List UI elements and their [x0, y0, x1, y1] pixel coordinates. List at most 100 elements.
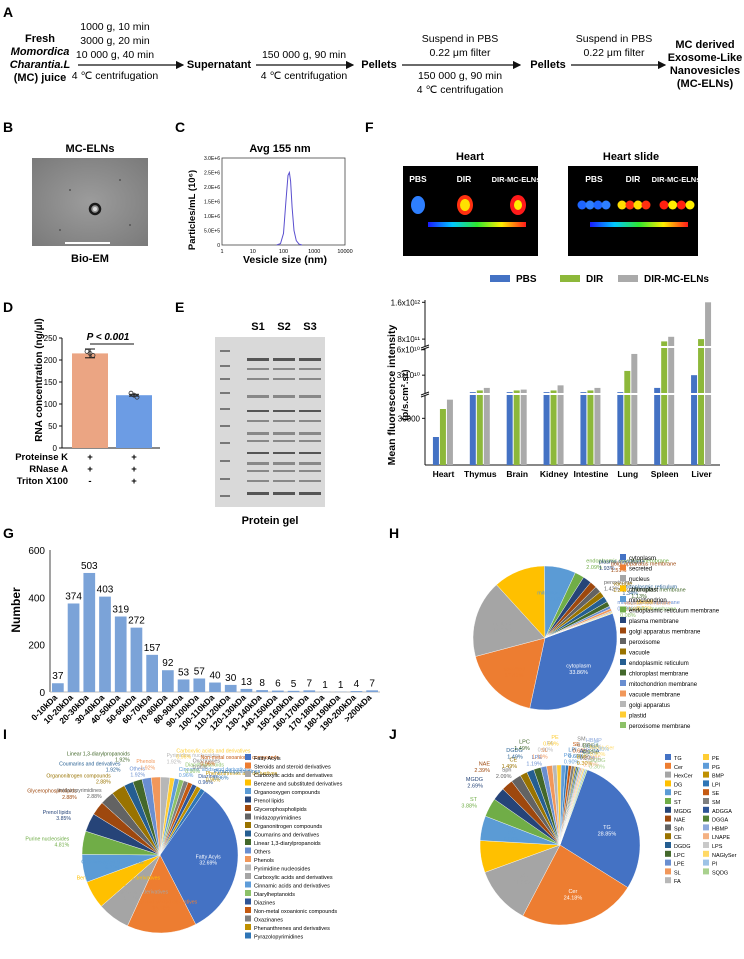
- gel-sample-band: [273, 452, 295, 454]
- f-heart-slide-title: Heart slide: [603, 151, 659, 163]
- f-x-tick: Heart: [433, 469, 455, 479]
- g-y-tick: 200: [28, 641, 45, 652]
- gel-sample-band: [273, 368, 295, 370]
- legend-swatch: [620, 669, 626, 676]
- legend-label: Carboxylic acids and derivatives: [254, 875, 333, 881]
- f-bar: [550, 390, 557, 393]
- legend-label: CE: [674, 835, 682, 841]
- pie-slice-label: MGDG 2.69%: [466, 777, 483, 790]
- f-bar: [705, 348, 712, 393]
- f-bar: [698, 339, 705, 346]
- legend-swatch: [665, 754, 671, 760]
- legend-swatch: [703, 780, 709, 787]
- legend-label: Organooxygen compounds: [254, 790, 320, 796]
- d-row-value: +: [87, 464, 93, 475]
- legend-label: PG: [712, 765, 720, 771]
- d-row-value: +: [131, 476, 137, 487]
- legend-label: Diarylheptanoids: [254, 892, 295, 898]
- pie-slice-label: PE 0.90%: [543, 735, 559, 748]
- f-heart-label: DIR-MC-ELNs: [492, 175, 541, 184]
- gel-sample-band: [247, 492, 269, 495]
- f-yunit: (p/s.cm².sr): [400, 369, 411, 420]
- a-source-line: Charantia.L: [10, 59, 71, 71]
- legend-swatch: [665, 824, 671, 831]
- legend-swatch: [703, 798, 709, 804]
- pie-slice-label: PI 0.30%: [594, 740, 610, 753]
- legend-label: Imidazopyrimidines: [254, 816, 301, 822]
- legend-swatch: [703, 806, 709, 813]
- panel-label-d: D: [3, 299, 13, 315]
- f-slide-spot: [593, 200, 603, 210]
- f-y-tick: 3x10¹⁰: [397, 371, 420, 380]
- g-bar: [193, 678, 206, 692]
- legend-label: Pyrimidine nucleosides: [254, 867, 310, 873]
- a-product-line: MC derived: [675, 39, 734, 51]
- g-bar-value: 503: [81, 561, 98, 572]
- pie-slice-label: golgi apparatus membrane 1.51%: [611, 561, 676, 574]
- pie-slice-label: mitochondrion 7.03%: [537, 590, 572, 603]
- legend-swatch: [245, 796, 251, 803]
- a-source-line: Momordica: [11, 46, 70, 58]
- f-bar: [654, 387, 661, 393]
- a-step3-text: 0.22 μm filter: [430, 47, 491, 59]
- g-bar: [366, 690, 378, 692]
- d-row-label: Triton X100: [17, 476, 68, 487]
- c-title: Avg 155 nm: [249, 143, 311, 155]
- pie-slice-label: CE 1.49%: [502, 757, 518, 770]
- legend-label: golgi apparatus: [629, 703, 670, 709]
- legend-swatch: [245, 813, 251, 820]
- g-bar-value: 272: [128, 616, 145, 627]
- gel-sample-band: [247, 395, 269, 398]
- legend-label: Pyrazolopyrimidines: [254, 935, 303, 941]
- g-bar-value: 319: [112, 605, 129, 616]
- legend-label: peroxisome membrane: [629, 724, 691, 730]
- legend-swatch: [703, 815, 709, 822]
- g-bar-value: 5: [291, 679, 297, 690]
- pie-slice-label: LPS 0.30%: [586, 751, 602, 764]
- gel-sample-band: [273, 358, 295, 361]
- g-bar: [303, 690, 316, 692]
- gel-sample-band: [247, 420, 269, 422]
- gel-ladder-band: [220, 408, 230, 410]
- legend-swatch: [620, 690, 626, 697]
- g-bar-value: 30: [225, 673, 237, 684]
- gel-sample-band: [299, 432, 321, 435]
- legend-label: ADGGA: [712, 809, 732, 815]
- pie-slice-label: secreted 17.41%: [504, 666, 525, 679]
- legend-label: vacuole: [629, 651, 650, 657]
- a-pellets: Pellets: [530, 59, 565, 71]
- f-x-tick: Brain: [506, 469, 528, 479]
- g-ylabel: Number: [9, 587, 23, 633]
- pie-slice: [522, 844, 629, 926]
- gel-sample-band: [299, 410, 321, 412]
- f-legend-label: DIR: [586, 274, 604, 285]
- gel-sample-band: [273, 492, 295, 495]
- protein-gel-image: [215, 337, 325, 507]
- pie-slice-label: Prenol lipids 3.85%: [43, 810, 72, 822]
- pie-slice-label: nucleus 17.33%: [493, 621, 512, 634]
- gel-sample-band: [247, 440, 269, 442]
- pie-slice-label: SL 1.19%: [532, 748, 548, 761]
- legend-label: Glycerophospholipids: [254, 807, 307, 813]
- c-y-tick: 1.5E+6: [204, 200, 220, 206]
- g-chart: 0200400600370-10kDa37410-20kDa50320-30kD…: [28, 546, 380, 733]
- g-bar: [350, 691, 363, 692]
- c-chart: 0 5.0E+5 1.0E+6 1.5E+6 2.0E+6 2.5E+6 3.0E+6 1 10…: [204, 156, 353, 255]
- f-slide-spot: [668, 200, 678, 210]
- d-ylabel: RNA concentration (ng/μl): [34, 318, 45, 442]
- pie-slice-label: cytoplasm 33.86%: [566, 663, 591, 676]
- legend-swatch: [245, 856, 251, 862]
- g-bar: [224, 684, 237, 692]
- g-bar-value: 92: [162, 658, 174, 669]
- pie-slice-label: Linear 1,3-diarylpropanoids 1.92%: [67, 752, 130, 764]
- g-bar: [99, 596, 111, 692]
- f-ylabel: Mean fluorescence intensity: [386, 325, 398, 466]
- legend-swatch: [665, 806, 671, 813]
- legend-label: LPE: [674, 862, 685, 868]
- legend-swatch: [665, 789, 671, 796]
- pie-slice: [559, 769, 588, 846]
- g-bar: [256, 690, 268, 692]
- legend-label: Non-metal oxoanionic compounds: [254, 909, 337, 915]
- f-slide-bg: [568, 166, 698, 256]
- pie-slice-label: plastid 0.21%: [637, 599, 653, 612]
